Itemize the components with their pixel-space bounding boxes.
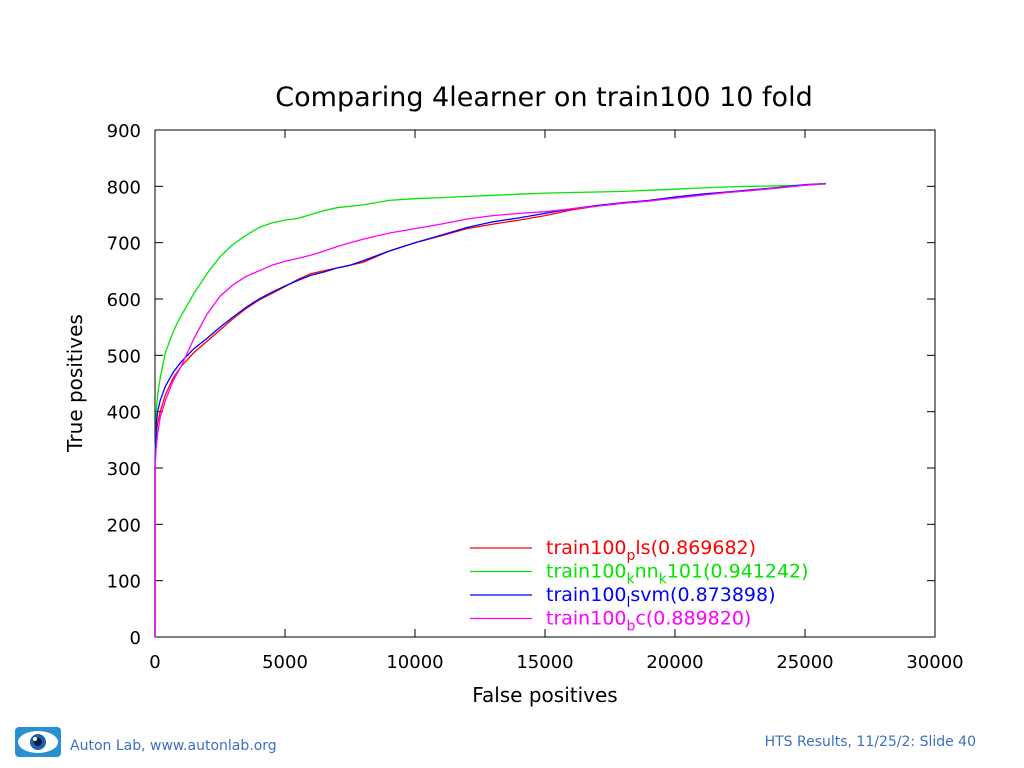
- chart: Comparing 4learner on train100 10 fold 0…: [63, 82, 964, 707]
- y-tick-label-4: 400: [107, 403, 141, 424]
- y-tick-label-6: 600: [107, 290, 141, 311]
- y-tick-label-0: 0: [130, 628, 141, 649]
- x-tick-label-6: 30000: [906, 652, 963, 673]
- x-axis-label: False positives: [472, 683, 617, 707]
- legend-entry-1: train100knnk101(0.941242): [546, 561, 809, 588]
- footer-lab-text: Auton Lab, www.autonlab.org: [70, 738, 277, 754]
- series-line-3: [154, 182, 826, 637]
- plot-frame: [154, 129, 936, 638]
- y-tick-label-2: 200: [107, 515, 141, 536]
- y-tick-label-5: 500: [107, 346, 141, 367]
- footer-left: Auton Lab, www.autonlab.org: [14, 726, 277, 758]
- y-tick-label-1: 100: [107, 572, 141, 593]
- x-tick-label-1: 5000: [262, 652, 308, 673]
- x-tick-label-5: 25000: [776, 652, 833, 673]
- y-tick-label-3: 300: [107, 459, 141, 480]
- x-tick-label-0: 0: [149, 652, 160, 673]
- series-line-1: [154, 183, 826, 637]
- x-tick-label-4: 20000: [646, 652, 703, 673]
- legend-entry-3: train100bc(0.889820): [546, 608, 751, 635]
- legend-entry-0: train100pls(0.869682): [546, 537, 756, 564]
- eye-logo-icon: [15, 727, 61, 757]
- y-tick-label-7: 700: [107, 234, 141, 255]
- plot-area: 0 5000 10000 15000 20000 25000 30000 0 100 200 300…: [107, 121, 964, 673]
- x-tick-label-3: 15000: [516, 652, 573, 673]
- legend-entry-2: train100lsvm(0.873898): [546, 584, 776, 611]
- x-tick-label-2: 10000: [386, 652, 443, 673]
- footer-slide-info: HTS Results, 11/25/2: Slide 40: [764, 734, 976, 750]
- y-tick-label-9: 900: [107, 121, 141, 142]
- y-tick-label-8: 800: [107, 177, 141, 198]
- chart-title: Comparing 4learner on train100 10 fold: [275, 82, 812, 113]
- series-line-2: [154, 182, 826, 637]
- y-axis-label: True positives: [63, 314, 87, 453]
- footer: Auton Lab, www.autonlab.org HTS Results,…: [0, 724, 1024, 764]
